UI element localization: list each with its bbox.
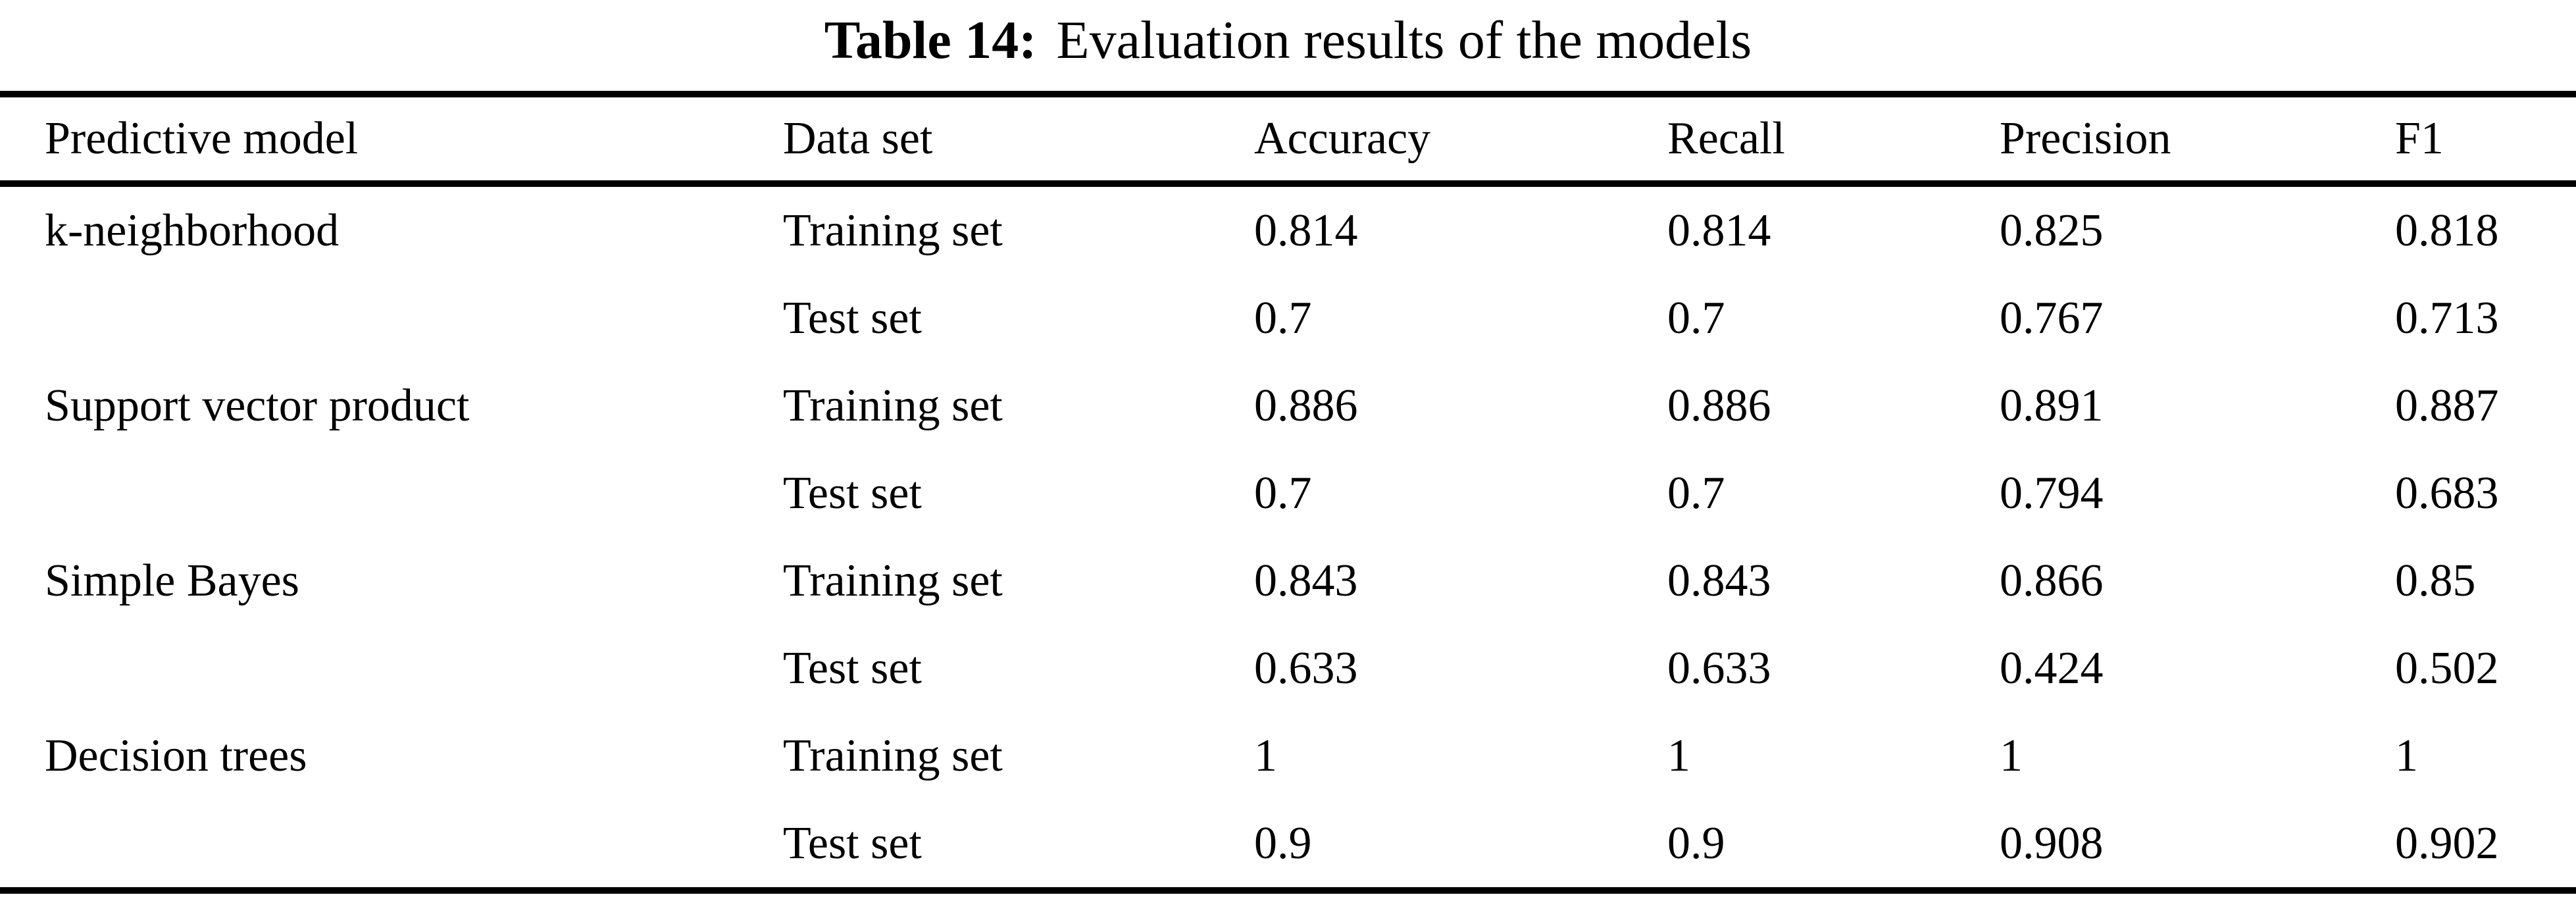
column-header-data-set: Data set xyxy=(783,113,933,164)
table-row: Test set 0.7 0.7 0.794 0.683 xyxy=(0,450,2576,537)
cell-predictive-model: Support vector product xyxy=(45,380,470,431)
cell-predictive-model: Decision trees xyxy=(45,730,307,781)
cell-accuracy: 0.843 xyxy=(1254,555,1358,606)
table-body: k-neighborhood Training set 0.814 0.814 … xyxy=(0,184,2576,887)
cell-recall: 0.814 xyxy=(1667,205,1771,256)
cell-precision: 0.891 xyxy=(2000,380,2104,431)
table-row: Support vector product Training set 0.88… xyxy=(0,362,2576,450)
cell-data-set: Test set xyxy=(783,467,922,519)
cell-data-set: Test set xyxy=(783,642,922,694)
table-header: Predictive model Data set Accuracy Recal… xyxy=(0,94,2576,184)
cell-predictive-model xyxy=(0,450,783,537)
table-caption-text: Evaluation results of the models xyxy=(1056,10,1752,70)
table-row: Test set 0.633 0.633 0.424 0.502 xyxy=(0,625,2576,712)
cell-recall: 0.843 xyxy=(1667,555,1771,606)
table-bottom-rule xyxy=(0,887,2576,894)
cell-precision: 0.908 xyxy=(2000,817,2104,869)
cell-recall: 0.633 xyxy=(1667,642,1771,694)
cell-precision: 0.825 xyxy=(2000,205,2104,256)
cell-precision: 0.866 xyxy=(2000,555,2104,606)
column-header-predictive-model: Predictive model xyxy=(45,113,359,164)
cell-recall: 0.7 xyxy=(1667,292,1725,344)
cell-f1: 0.85 xyxy=(2395,555,2476,606)
table-caption-label: Table 14: xyxy=(824,10,1037,70)
cell-f1: 1 xyxy=(2395,730,2418,781)
cell-accuracy: 0.7 xyxy=(1254,292,1312,344)
cell-data-set: Test set xyxy=(783,817,922,869)
table-row: Simple Bayes Training set 0.843 0.843 0.… xyxy=(0,537,2576,625)
cell-accuracy: 0.886 xyxy=(1254,380,1358,431)
header-row: Predictive model Data set Accuracy Recal… xyxy=(0,94,2576,184)
cell-precision: 0.767 xyxy=(2000,292,2104,344)
cell-recall: 1 xyxy=(1667,730,1690,781)
cell-predictive-model xyxy=(0,274,783,362)
cell-predictive-model xyxy=(0,625,783,712)
results-table: Predictive model Data set Accuracy Recal… xyxy=(0,91,2576,887)
cell-f1: 0.502 xyxy=(2395,642,2499,694)
cell-data-set: Training set xyxy=(783,205,1003,256)
cell-data-set: Training set xyxy=(783,730,1003,781)
table-row: k-neighborhood Training set 0.814 0.814 … xyxy=(0,184,2576,274)
column-header-f1: F1 xyxy=(2395,113,2444,164)
cell-f1: 0.818 xyxy=(2395,205,2499,256)
cell-accuracy: 0.814 xyxy=(1254,205,1358,256)
table-row: Test set 0.9 0.9 0.908 0.902 xyxy=(0,800,2576,887)
cell-f1: 0.683 xyxy=(2395,467,2499,519)
cell-f1: 0.887 xyxy=(2395,380,2499,431)
column-header-recall: Recall xyxy=(1667,113,1785,164)
cell-f1: 0.902 xyxy=(2395,817,2499,869)
cell-f1: 0.713 xyxy=(2395,292,2499,344)
table-caption: Table 14: Evaluation results of the model… xyxy=(0,4,2576,76)
cell-precision: 1 xyxy=(2000,730,2023,781)
cell-predictive-model: k-neighborhood xyxy=(45,205,340,256)
cell-data-set: Training set xyxy=(783,555,1003,606)
cell-accuracy: 0.7 xyxy=(1254,467,1312,519)
cell-recall: 0.9 xyxy=(1667,817,1725,869)
cell-predictive-model: Simple Bayes xyxy=(45,555,299,606)
cell-data-set: Training set xyxy=(783,380,1003,431)
cell-accuracy: 1 xyxy=(1254,730,1277,781)
table-row: Test set 0.7 0.7 0.767 0.713 xyxy=(0,274,2576,362)
cell-accuracy: 0.9 xyxy=(1254,817,1312,869)
cell-recall: 0.7 xyxy=(1667,467,1725,519)
column-header-accuracy: Accuracy xyxy=(1254,113,1431,164)
cell-precision: 0.794 xyxy=(2000,467,2104,519)
cell-accuracy: 0.633 xyxy=(1254,642,1358,694)
table-row: Decision trees Training set 1 1 1 1 xyxy=(0,712,2576,800)
cell-data-set: Test set xyxy=(783,292,922,344)
column-header-precision: Precision xyxy=(2000,113,2171,164)
cell-precision: 0.424 xyxy=(2000,642,2104,694)
cell-recall: 0.886 xyxy=(1667,380,1771,431)
cell-predictive-model xyxy=(0,800,783,887)
